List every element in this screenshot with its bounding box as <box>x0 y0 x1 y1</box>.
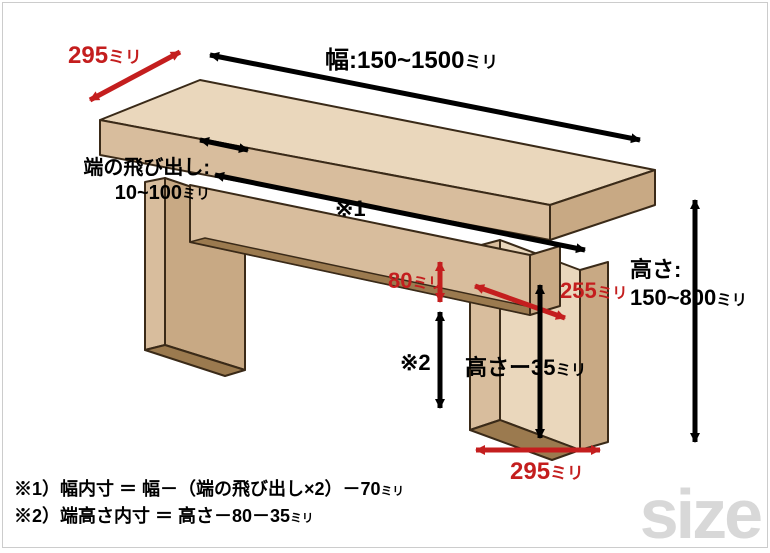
dim-height-total: 高さ: 150~800ミリ <box>630 256 747 311</box>
footnote-2: ※2）端高さ内寸 ＝ 高さ－80－35ミリ <box>14 503 404 530</box>
unit: ミリ <box>290 512 313 525</box>
dim-inner-width-mark: ※1 <box>335 196 366 222</box>
unit: ミリ <box>716 292 747 309</box>
size-watermark: size <box>640 486 760 542</box>
unit: ミリ <box>597 285 628 302</box>
value: 80 <box>388 268 412 293</box>
dim-width-top: 幅:150~1500ミリ <box>325 40 498 75</box>
value: 295 <box>510 458 550 485</box>
label: 高さ: <box>630 257 681 282</box>
dim-overhang: 端の飛び出し: 10~100ミリ <box>60 156 210 206</box>
unit: ミリ <box>412 275 443 292</box>
dim-leg-inner-height-mark: ※2 <box>400 350 431 376</box>
dim-leg-height-expr: 高さー35ミリ <box>465 350 586 382</box>
dim-depth-top: 295ミリ <box>68 42 142 70</box>
unit: ミリ <box>108 48 142 67</box>
unit: ミリ <box>182 186 210 202</box>
value: 255 <box>560 278 597 303</box>
value: 295 <box>68 42 108 69</box>
value: 150~1500 <box>357 47 464 74</box>
unit: ミリ <box>381 485 404 498</box>
unit: ミリ <box>555 362 586 379</box>
value: 150~800 <box>630 285 716 310</box>
text: 高さー35 <box>465 355 555 380</box>
text: ※1）幅内寸 ＝ 幅－（端の飛び出し×2）－70 <box>14 479 381 499</box>
dim-leg-base-depth: 295ミリ <box>510 458 584 486</box>
label: 幅: <box>325 47 357 74</box>
value: 10~100 <box>115 182 182 204</box>
text: ※2）端高さ内寸 ＝ 高さ－80－35 <box>14 506 290 526</box>
unit: ミリ <box>464 53 498 72</box>
footnote-1: ※1）幅内寸 ＝ 幅－（端の飛び出し×2）－70ミリ <box>14 476 404 503</box>
footnotes: ※1）幅内寸 ＝ 幅－（端の飛び出し×2）－70ミリ ※2）端高さ内寸 ＝ 高さ… <box>14 476 404 530</box>
unit: ミリ <box>550 464 584 483</box>
label: 端の飛び出し: <box>83 157 210 179</box>
dim-leg-depth-inner: 255ミリ <box>560 278 628 304</box>
dim-apron-height: 80ミリ <box>388 268 443 294</box>
